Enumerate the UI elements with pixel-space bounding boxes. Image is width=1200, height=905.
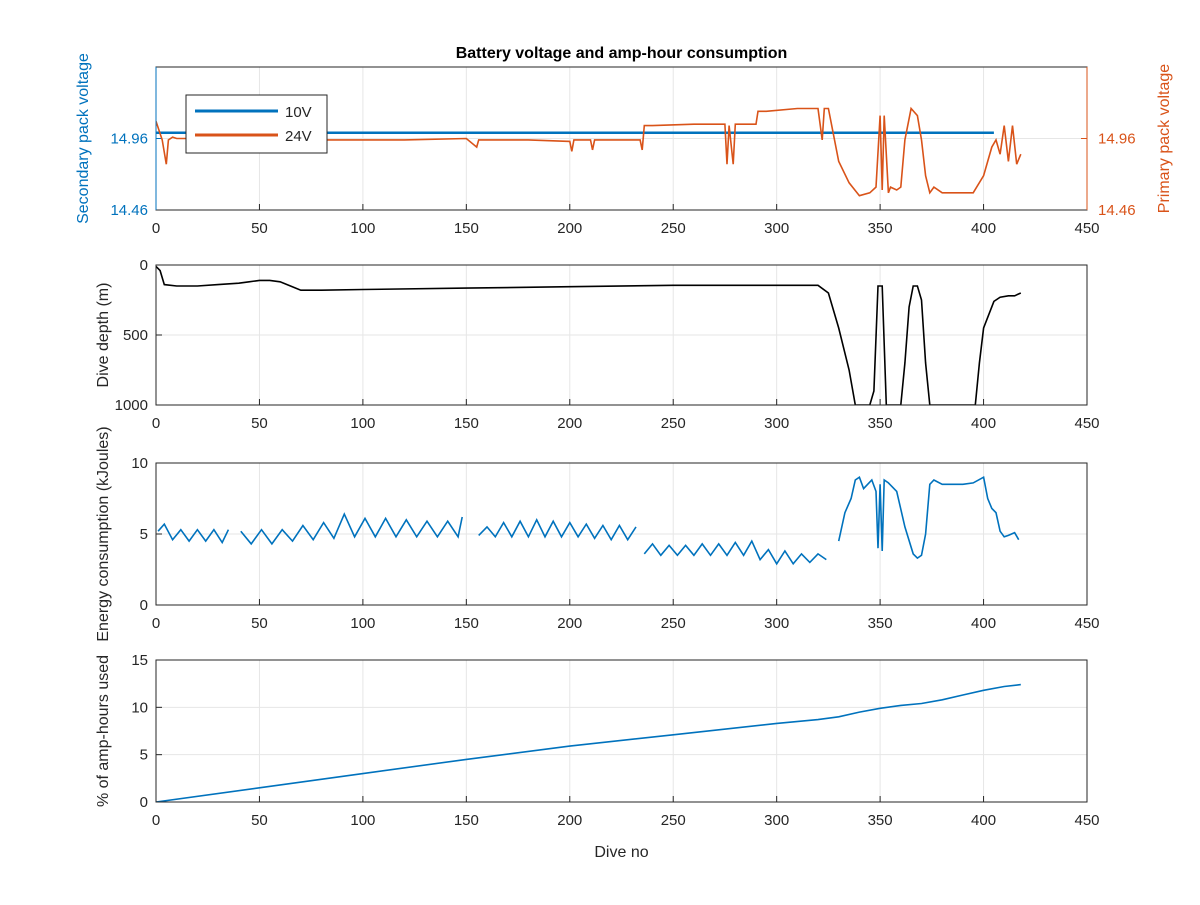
- y-axis-label-left: Secondary pack voltage: [75, 53, 92, 224]
- x-tick-label: 200: [557, 615, 582, 632]
- y-tick-label-right: 14.96: [1098, 131, 1136, 148]
- x-tick-label: 350: [868, 615, 893, 632]
- x-tick-label: 400: [971, 415, 996, 432]
- x-tick-label: 100: [350, 220, 375, 237]
- y-tick-label: 0: [140, 794, 148, 811]
- axes-frame: [155, 462, 1088, 606]
- x-tick-label: 450: [1074, 812, 1099, 829]
- axes-frame: [155, 659, 1088, 803]
- y-tick-label-left: 14.46: [110, 202, 148, 219]
- x-tick-label: 300: [764, 812, 789, 829]
- x-tick-label: 350: [868, 220, 893, 237]
- x-tick-label: 200: [557, 812, 582, 829]
- series-line: [156, 683, 1021, 802]
- x-tick-label: 250: [661, 812, 686, 829]
- legend-label-10v: 10V: [285, 104, 312, 121]
- x-tick-label: 50: [251, 615, 268, 632]
- y-tick-label-right: 14.46: [1098, 202, 1136, 219]
- x-tick-label: 400: [971, 615, 996, 632]
- y-tick-label: 10: [131, 455, 148, 472]
- x-tick-label: 0: [152, 220, 160, 237]
- x-tick-label: 150: [454, 415, 479, 432]
- chart-title: Battery voltage and amp-hour consumption: [456, 45, 788, 62]
- axes-3: 0 50 100 150 200 250 300 350 400 450 0 5 10 Energy co…: [95, 426, 1100, 641]
- legend-box: [185, 94, 328, 154]
- legend-label-24v: 24V: [285, 128, 312, 145]
- x-tick-label: 0: [152, 615, 160, 632]
- x-tick-label: 300: [764, 615, 789, 632]
- x-tick-label: 300: [764, 415, 789, 432]
- axes-4: 0 50 100 150 200 250 300 350 400 450 0 5 10 15 % of am…: [95, 652, 1100, 861]
- x-tick-label: 350: [868, 812, 893, 829]
- x-tick-label: 0: [152, 415, 160, 432]
- x-tick-label: 50: [251, 812, 268, 829]
- y-axis-label: Dive depth (m): [95, 283, 112, 388]
- x-tick-label: 100: [350, 615, 375, 632]
- series-segment: [837, 475, 1020, 560]
- x-tick-label: 200: [557, 220, 582, 237]
- x-tick-label: 150: [454, 220, 479, 237]
- x-tick-label: 300: [764, 220, 789, 237]
- x-tick-label: 0: [152, 812, 160, 829]
- series-segment: [157, 522, 230, 545]
- series-group: [156, 683, 1021, 802]
- axes-1: 0 50 100 150 200 250 300 350 400 45014.4614.9614.…: [75, 45, 1173, 237]
- x-tick-label: 400: [971, 812, 996, 829]
- x-tick-label: 100: [350, 415, 375, 432]
- x-tick-label: 100: [350, 812, 375, 829]
- y-axis-label: Energy consumption (kJoules): [95, 426, 112, 641]
- y-tick-label: 0: [140, 597, 148, 614]
- y-tick-label: 10: [131, 699, 148, 716]
- y-tick-label: 15: [131, 652, 148, 669]
- y-axis-label-right: Primary pack voltage: [1156, 64, 1173, 213]
- y-tick-label: 0: [140, 257, 148, 274]
- series-line-24v: [156, 106, 1022, 197]
- series-segment: [240, 512, 463, 546]
- x-axis-label: Dive no: [594, 844, 648, 861]
- x-tick-label: 450: [1074, 415, 1099, 432]
- x-tick-label: 50: [251, 220, 268, 237]
- axes-frame: [155, 264, 1088, 406]
- series-segment: [643, 539, 827, 566]
- axes-2: 0 50 100 150 200 250 300 350 400 450 0 500 1000Dive …: [95, 257, 1100, 432]
- y-tick-label: 5: [140, 526, 148, 543]
- y-tick-label: 1000: [115, 397, 148, 414]
- y-axis-label: % of amp-hours used: [95, 655, 112, 807]
- y-tick-label-left: 14.96: [110, 131, 148, 148]
- y-tick-label: 500: [123, 327, 148, 344]
- x-tick-label: 50: [251, 415, 268, 432]
- x-tick-label: 400: [971, 220, 996, 237]
- x-tick-label: 350: [868, 415, 893, 432]
- x-tick-label: 250: [661, 220, 686, 237]
- series-line: [156, 265, 1022, 405]
- x-tick-label: 250: [661, 415, 686, 432]
- x-tick-label: 250: [661, 615, 686, 632]
- series-group: [157, 475, 1020, 566]
- x-tick-label: 150: [454, 615, 479, 632]
- series-segment: [478, 517, 637, 542]
- series-group: [156, 265, 1022, 405]
- x-tick-label: 150: [454, 812, 479, 829]
- x-tick-label: 200: [557, 415, 582, 432]
- y-tick-label: 5: [140, 747, 148, 764]
- x-tick-label: 450: [1074, 220, 1099, 237]
- x-tick-label: 450: [1074, 615, 1099, 632]
